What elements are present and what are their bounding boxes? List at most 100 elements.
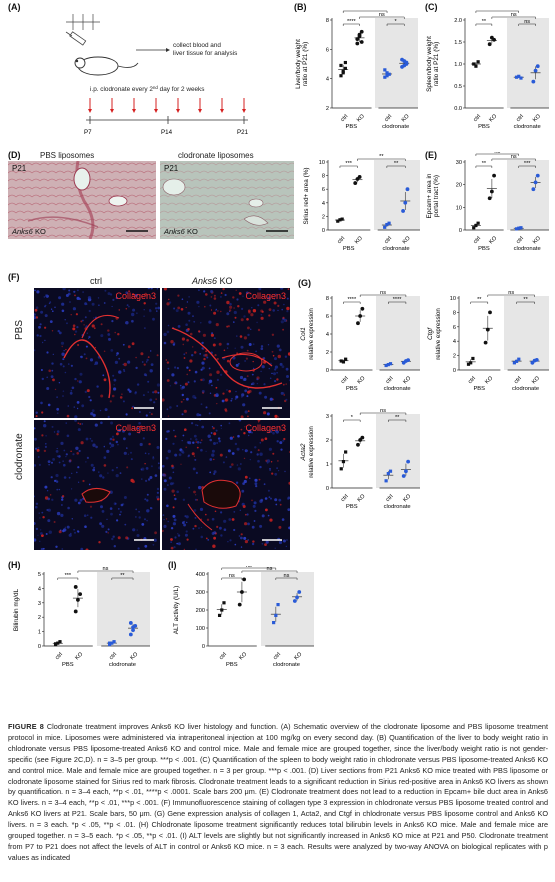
- panel-h-xtick-label: KO: [129, 651, 139, 661]
- panel-f-label: (F): [8, 272, 20, 282]
- panel-b-ytick-label: 8: [326, 18, 329, 24]
- panel-i-point: [292, 599, 297, 603]
- panel-h-point: [131, 625, 135, 630]
- panel-g-acta2-xtick-label: KO: [402, 493, 412, 503]
- panel-g-acta2-gene-label: Acta2: [300, 443, 307, 461]
- panel-g-ctgf-xtick-label: KO: [531, 375, 541, 385]
- panel-e-group-clodronate: clodronate: [514, 246, 541, 252]
- panel-e-point: [533, 180, 538, 185]
- injection-arrow: [110, 98, 114, 113]
- panel-g-col1-sig-bracket: [388, 301, 407, 304]
- panel-h-point: [128, 621, 133, 625]
- panel-i-sig-bracket: [275, 577, 298, 580]
- panel-h-label: (H): [8, 560, 21, 570]
- panel-e-point: [519, 226, 523, 230]
- panel-c-sig-label: ns: [511, 12, 517, 18]
- panel-h-point: [56, 641, 60, 645]
- panel-b-sig-label: *: [395, 19, 398, 25]
- panel-c-point: [517, 74, 521, 78]
- panel-d-group-pbs: PBS: [343, 246, 355, 252]
- injection-text: i.p. clodronate every 2nd day for 2 week…: [90, 85, 204, 93]
- panel-g-acta2-ylabel: relative expression: [308, 426, 315, 478]
- panel-g-ctgf-ytick-label: 10: [450, 296, 456, 302]
- panel-g-acta2-point: [360, 435, 365, 440]
- panel-b-ylabel: Liver/body weight: [295, 39, 302, 89]
- clodronate-molecule-icon: [66, 14, 100, 30]
- panel-e-point: [487, 196, 492, 201]
- panel-h-sig-label: **: [120, 573, 125, 579]
- panel-b-xtick-label: ctrl: [340, 114, 350, 124]
- panel-h-point: [73, 585, 78, 589]
- panel-i-sig-label: ns: [229, 573, 235, 579]
- injection-arrow: [242, 98, 246, 113]
- panel-h-point: [78, 592, 83, 597]
- panel-d-point: [338, 218, 342, 222]
- panel-b-point: [339, 74, 343, 78]
- panel-e-sig-bracket: [491, 158, 536, 161]
- panel-e-sig-label: ***: [524, 161, 531, 167]
- syringe-icon: [65, 31, 87, 46]
- panel-g-col1-gene-label: Col1: [300, 327, 307, 341]
- panel-g-ctgf-gene-label: Ctgf: [427, 327, 434, 340]
- panel-g-col1-ytick-label: 6: [326, 314, 329, 320]
- panel-g-acta2-point: [339, 467, 343, 471]
- panel-g-acta2-point: [406, 459, 411, 464]
- panel-e-sig-bracket: [475, 153, 520, 156]
- panel-e-label: (E): [425, 150, 437, 160]
- sirius-clod-age: P21: [164, 164, 179, 173]
- panel-b-point: [355, 41, 360, 46]
- panel-h-group-pbs: PBS: [62, 662, 74, 668]
- panel-g-ctgf-ytick-label: 8: [453, 310, 456, 316]
- panel-a-schematic: collect blood and liver tissue for analy…: [65, 14, 249, 136]
- panel-g-ctgf-point: [466, 362, 471, 366]
- panel-g-acta2-xtick-label: ctrl: [385, 494, 395, 504]
- panel-c-point: [519, 76, 523, 80]
- panel-c-ytick-label: 2.0: [454, 18, 462, 24]
- panel-e-point: [535, 173, 540, 178]
- panel-h-ytick-label: 1: [38, 630, 41, 636]
- panel-b-chart: 2 4 6 8 Liver/body weight ratio at P21 (%) ctr…: [295, 8, 418, 130]
- panel-b-point: [385, 74, 389, 78]
- panel-h-point: [131, 628, 135, 633]
- panel-d-point: [387, 221, 391, 225]
- panel-g-acta2-point: [358, 438, 363, 442]
- panel-d-xtick-label: KO: [354, 235, 364, 245]
- figure-body: (A) Schematic overview of the clodronate…: [8, 722, 548, 862]
- panel-b-ylabel: ratio at P21 (%): [302, 42, 309, 86]
- panel-h-point: [76, 598, 80, 602]
- panel-b-xtick-label: KO: [401, 113, 411, 123]
- panel-d-ytick-label: 2: [322, 214, 325, 220]
- panel-g-col1-point: [384, 363, 388, 368]
- timeline-p14: P14: [161, 129, 173, 136]
- panel-g-col1-point: [386, 363, 390, 367]
- panel-h-ytick-label: 5: [38, 572, 41, 578]
- panel-i-sig-bracket: [241, 570, 298, 573]
- panel-a-label: (A): [8, 2, 21, 12]
- panel-g-acta2-sig-label: ns: [380, 408, 386, 414]
- panel-h-xtick-label: ctrl: [54, 652, 64, 662]
- panel-c-sig-bracket: [475, 10, 520, 13]
- sirius-clodronate-image: P21 Anks6 KO: [160, 161, 294, 239]
- panel-i-sig-bracket: [221, 577, 243, 580]
- collect-text-2: liver tissue for analysis: [173, 50, 237, 57]
- panel-b-sig-label: ns: [379, 12, 385, 18]
- panel-h-sig-bracket: [57, 577, 79, 580]
- panel-e-point: [474, 223, 478, 228]
- panel-b-point: [383, 68, 387, 72]
- panel-c-point: [514, 75, 519, 79]
- panel-h-group-clodronate: clodronate: [109, 662, 136, 668]
- panel-h-sig-bracket: [77, 570, 134, 573]
- panel-i-point: [240, 590, 244, 594]
- panel-h-point: [58, 640, 62, 644]
- panel-i-point: [242, 577, 247, 582]
- panel-i-group-clodronate: clodronate: [273, 662, 300, 668]
- panel-h-ytick-label: 0: [38, 644, 41, 650]
- panel-b-group-pbs: PBS: [346, 124, 358, 130]
- panel-g-col1-sig-label: ****: [347, 297, 357, 303]
- panel-g-col1-point: [344, 357, 348, 361]
- panel-c-chart: 0.0 0.5 1.0 1.5 2.0 Spleen/body weight ratio a…: [426, 8, 549, 130]
- panel-c-group-pbs: PBS: [478, 124, 490, 130]
- panel-g-acta2-point: [344, 450, 348, 454]
- panel-h-sig-label: ns: [103, 566, 109, 572]
- stain-label: Collagen3: [245, 423, 286, 433]
